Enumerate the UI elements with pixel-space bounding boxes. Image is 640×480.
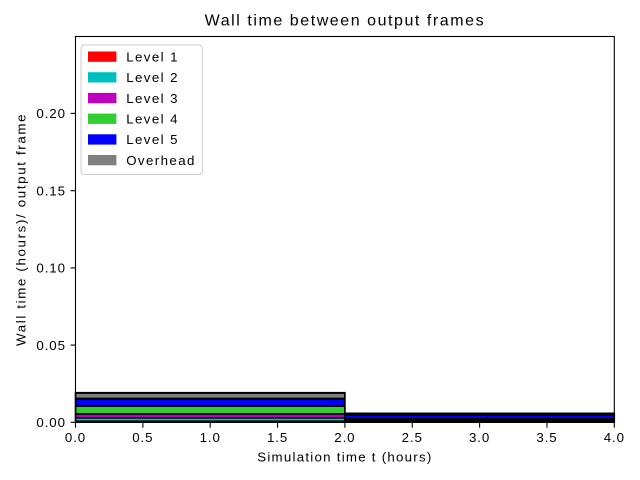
svg-text:Wall time between output frame: Wall time between output frames: [205, 13, 485, 30]
svg-text:1.5: 1.5: [267, 430, 288, 445]
svg-text:3.5: 3.5: [536, 430, 557, 445]
svg-text:0.15: 0.15: [36, 184, 65, 199]
svg-text:2.5: 2.5: [402, 430, 423, 445]
svg-text:Level 4: Level 4: [126, 112, 179, 127]
svg-text:0.10: 0.10: [36, 261, 65, 276]
svg-text:0.0: 0.0: [65, 430, 86, 445]
svg-text:0.5: 0.5: [132, 430, 153, 445]
svg-text:2.0: 2.0: [334, 430, 355, 445]
svg-text:Level 3: Level 3: [126, 91, 179, 106]
svg-text:1.0: 1.0: [200, 430, 221, 445]
svg-text:Simulation time t (hours): Simulation time t (hours): [257, 449, 432, 464]
svg-text:0.05: 0.05: [36, 338, 65, 353]
svg-text:4.0: 4.0: [604, 430, 625, 445]
svg-text:Overhead: Overhead: [126, 153, 196, 168]
svg-text:0.00: 0.00: [36, 415, 65, 430]
svg-text:Level 1: Level 1: [126, 49, 179, 64]
svg-text:0.20: 0.20: [36, 106, 65, 121]
svg-text:3.0: 3.0: [469, 430, 490, 445]
svg-text:Level 5: Level 5: [126, 132, 179, 147]
svg-text:Wall time (hours)/ output fram: Wall time (hours)/ output frame: [13, 113, 28, 346]
svg-text:Level 2: Level 2: [126, 70, 179, 85]
